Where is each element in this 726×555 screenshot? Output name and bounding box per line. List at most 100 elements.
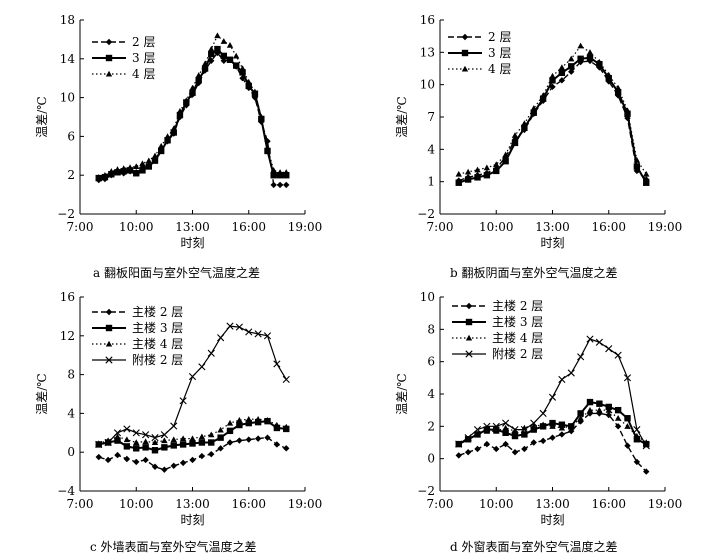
data-point-marker: [176, 111, 184, 119]
data-point-marker: [530, 109, 537, 116]
legend-swatch-marker: [105, 308, 113, 316]
data-point-marker: [624, 415, 631, 422]
data-point-marker: [226, 439, 234, 446]
data-point-marker: [164, 137, 171, 144]
y-tick-label: 18: [60, 13, 75, 27]
data-point-marker: [254, 435, 262, 442]
legend-swatch-marker: [461, 65, 469, 72]
data-point-marker: [549, 434, 556, 441]
data-point-marker: [558, 424, 566, 431]
data-point-marker: [157, 142, 165, 149]
data-point-marker: [521, 120, 528, 127]
data-point-marker: [283, 169, 290, 175]
x-tick-label: 10:00: [119, 220, 154, 234]
data-point-marker: [123, 425, 131, 433]
data-point-marker: [145, 163, 153, 170]
data-point-marker: [239, 75, 246, 82]
data-point-marker: [245, 436, 252, 443]
data-point-marker: [474, 431, 481, 437]
data-point-marker: [577, 415, 584, 421]
data-point-marker: [539, 421, 547, 428]
data-point-marker: [239, 65, 246, 72]
legend-swatch-marker: [105, 340, 113, 347]
data-point-marker: [586, 406, 594, 413]
data-point-marker: [151, 152, 159, 159]
data-point-marker: [474, 174, 481, 181]
data-point-marker: [283, 172, 290, 179]
data-point-marker: [624, 110, 631, 117]
data-point-marker: [226, 419, 234, 426]
legend-label: 3 层: [132, 51, 155, 65]
data-point-marker: [568, 63, 575, 70]
data-point-marker: [577, 353, 585, 361]
data-point-marker: [208, 57, 215, 64]
data-point-marker: [283, 181, 290, 189]
data-point-marker: [142, 438, 149, 445]
data-point-marker: [276, 172, 284, 179]
data-point-marker: [605, 403, 612, 411]
data-point-marker: [108, 168, 115, 174]
y-tick-label: 8: [427, 322, 435, 336]
data-point-marker: [614, 423, 622, 430]
y-axis-title: 温差/℃: [395, 373, 409, 414]
data-point-marker: [161, 466, 168, 473]
data-point-marker: [201, 60, 209, 67]
data-point-marker: [614, 84, 622, 91]
legend-label: 3 层: [488, 46, 511, 60]
data-point-marker: [633, 425, 641, 434]
data-point-marker: [108, 171, 115, 178]
data-point-marker: [258, 113, 265, 120]
data-point-marker: [232, 52, 240, 59]
data-point-marker: [605, 411, 612, 419]
y-tick-label: 14: [60, 52, 76, 66]
data-point-marker: [164, 133, 171, 139]
data-point-marker: [161, 437, 168, 444]
data-point-marker: [511, 139, 519, 147]
data-point-marker: [614, 406, 622, 414]
y-tick-label: 2: [427, 419, 435, 433]
y-tick-label: 10: [60, 91, 75, 105]
data-point-marker: [133, 445, 140, 452]
y-tick-label: 6: [427, 355, 435, 369]
x-tick-label: 19:00: [648, 220, 683, 234]
data-point-marker: [195, 72, 202, 78]
legend-label: 主楼 4 层: [492, 330, 543, 345]
data-point-marker: [633, 432, 641, 439]
legend-label: 主楼 4 层: [132, 336, 183, 351]
data-point-marker: [239, 69, 246, 76]
data-point-marker: [511, 132, 519, 138]
data-point-marker: [226, 42, 234, 48]
data-point-marker: [502, 424, 509, 431]
data-point-marker: [623, 374, 632, 382]
y-axis-title: 温差/℃: [395, 96, 409, 137]
data-point-marker: [558, 64, 566, 70]
legend-swatch-marker: [465, 318, 473, 326]
legend-label: 主楼 2 层: [492, 298, 543, 313]
caption-d: d 外窗表面与室外空气温度之差: [450, 540, 618, 554]
x-tick-label: 19:00: [288, 497, 323, 511]
legend-swatch-marker: [465, 302, 473, 310]
x-tick-label: 10:00: [479, 497, 514, 511]
data-point-marker: [283, 445, 290, 452]
data-point-marker: [235, 323, 243, 331]
data-point-marker: [254, 330, 262, 338]
data-point-marker: [160, 431, 168, 439]
data-point-marker: [123, 455, 131, 463]
data-point-marker: [264, 147, 271, 155]
data-point-marker: [139, 167, 146, 174]
data-point-marker: [245, 419, 252, 427]
series-line-3: [458, 409, 647, 445]
data-point-marker: [226, 322, 234, 330]
data-point-marker: [126, 164, 134, 170]
data-point-marker: [502, 157, 509, 165]
data-point-marker: [624, 442, 631, 449]
data-point-marker: [264, 138, 271, 145]
data-point-marker: [217, 334, 225, 342]
data-point-marker: [183, 97, 190, 104]
legend-swatch-marker: [105, 54, 113, 62]
data-point-marker: [151, 439, 159, 446]
data-point-marker: [633, 436, 641, 443]
data-point-marker: [642, 442, 650, 450]
data-point-marker: [151, 157, 159, 164]
data-point-marker: [455, 179, 462, 186]
